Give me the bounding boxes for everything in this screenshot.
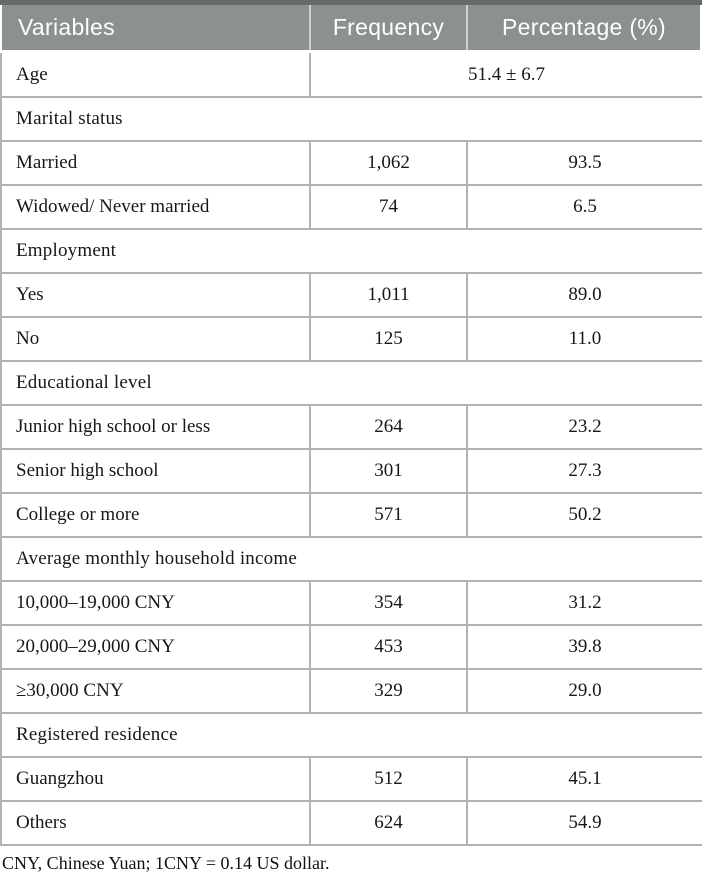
percentage-value: 23.2 (466, 404, 702, 450)
section-title-educational-level: Educational level (0, 360, 702, 406)
row-label-age: Age (0, 53, 311, 98)
table-row: 20,000–29,000 CNY 453 39.8 (0, 624, 702, 670)
row-label: 20,000–29,000 CNY (0, 624, 311, 670)
percentage-value: 29.0 (466, 668, 702, 714)
row-label: Widowed/ Never married (0, 184, 311, 230)
row-label: No (0, 316, 311, 362)
table-row: Junior high school or less 264 23.2 (0, 404, 702, 450)
row-label: Guangzhou (0, 756, 311, 802)
frequency-value: 1,011 (309, 272, 468, 318)
table-row: 10,000–19,000 CNY 354 31.2 (0, 580, 702, 626)
table-row: Others 624 54.9 (0, 800, 702, 846)
column-header-percentage: Percentage (%) (466, 5, 700, 50)
row-label: Yes (0, 272, 311, 318)
table-top-rule (0, 0, 702, 5)
section-row-employment: Employment (0, 228, 702, 274)
row-label: Junior high school or less (0, 404, 311, 450)
frequency-value: 301 (309, 448, 468, 494)
percentage-value: 31.2 (466, 580, 702, 626)
frequency-value: 125 (309, 316, 468, 362)
percentage-value: 89.0 (466, 272, 702, 318)
frequency-value: 74 (309, 184, 468, 230)
table-row-age: Age 51.4 ± 6.7 (0, 53, 702, 98)
table-row: Guangzhou 512 45.1 (0, 756, 702, 802)
section-title-marital-status: Marital status (0, 96, 702, 142)
table-row: No 125 11.0 (0, 316, 702, 362)
frequency-value: 512 (309, 756, 468, 802)
frequency-value: 1,062 (309, 140, 468, 186)
column-header-frequency: Frequency (309, 5, 466, 50)
table-row: ≥30,000 CNY 329 29.0 (0, 668, 702, 714)
section-row-marital-status: Marital status (0, 96, 702, 142)
table-row: Yes 1,011 89.0 (0, 272, 702, 318)
age-value: 51.4 ± 6.7 (309, 53, 702, 98)
table-header-row: Variables Frequency Percentage (%) (2, 5, 700, 50)
section-row-registered-residence: Registered residence (0, 712, 702, 758)
section-row-educational-level: Educational level (0, 360, 702, 406)
row-label: College or more (0, 492, 311, 538)
table-row: College or more 571 50.2 (0, 492, 702, 538)
percentage-value: 45.1 (466, 756, 702, 802)
percentage-value: 39.8 (466, 624, 702, 670)
row-label: ≥30,000 CNY (0, 668, 311, 714)
percentage-value: 54.9 (466, 800, 702, 846)
percentage-value: 50.2 (466, 492, 702, 538)
percentage-value: 11.0 (466, 316, 702, 362)
demographics-table: Age 51.4 ± 6.7 Marital status Married 1,… (0, 53, 702, 846)
percentage-value: 93.5 (466, 140, 702, 186)
percentage-value: 27.3 (466, 448, 702, 494)
column-header-variables: Variables (18, 14, 115, 40)
section-title-registered-residence: Registered residence (0, 712, 702, 758)
table-row: Married 1,062 93.5 (0, 140, 702, 186)
section-title-employment: Employment (0, 228, 702, 274)
table-row: Widowed/ Never married 74 6.5 (0, 184, 702, 230)
section-title-household-income: Average monthly household income (0, 536, 702, 582)
frequency-value: 453 (309, 624, 468, 670)
row-label: Others (0, 800, 311, 846)
frequency-value: 354 (309, 580, 468, 626)
row-label: Senior high school (0, 448, 311, 494)
row-label: 10,000–19,000 CNY (0, 580, 311, 626)
section-row-household-income: Average monthly household income (0, 536, 702, 582)
frequency-value: 571 (309, 492, 468, 538)
table-footnote: CNY, Chinese Yuan; 1CNY = 0.14 US dollar… (2, 853, 330, 873)
frequency-value: 329 (309, 668, 468, 714)
frequency-value: 264 (309, 404, 468, 450)
percentage-value: 6.5 (466, 184, 702, 230)
row-label: Married (0, 140, 311, 186)
frequency-value: 624 (309, 800, 468, 846)
table-row: Senior high school 301 27.3 (0, 448, 702, 494)
header-body-gap (0, 50, 702, 53)
